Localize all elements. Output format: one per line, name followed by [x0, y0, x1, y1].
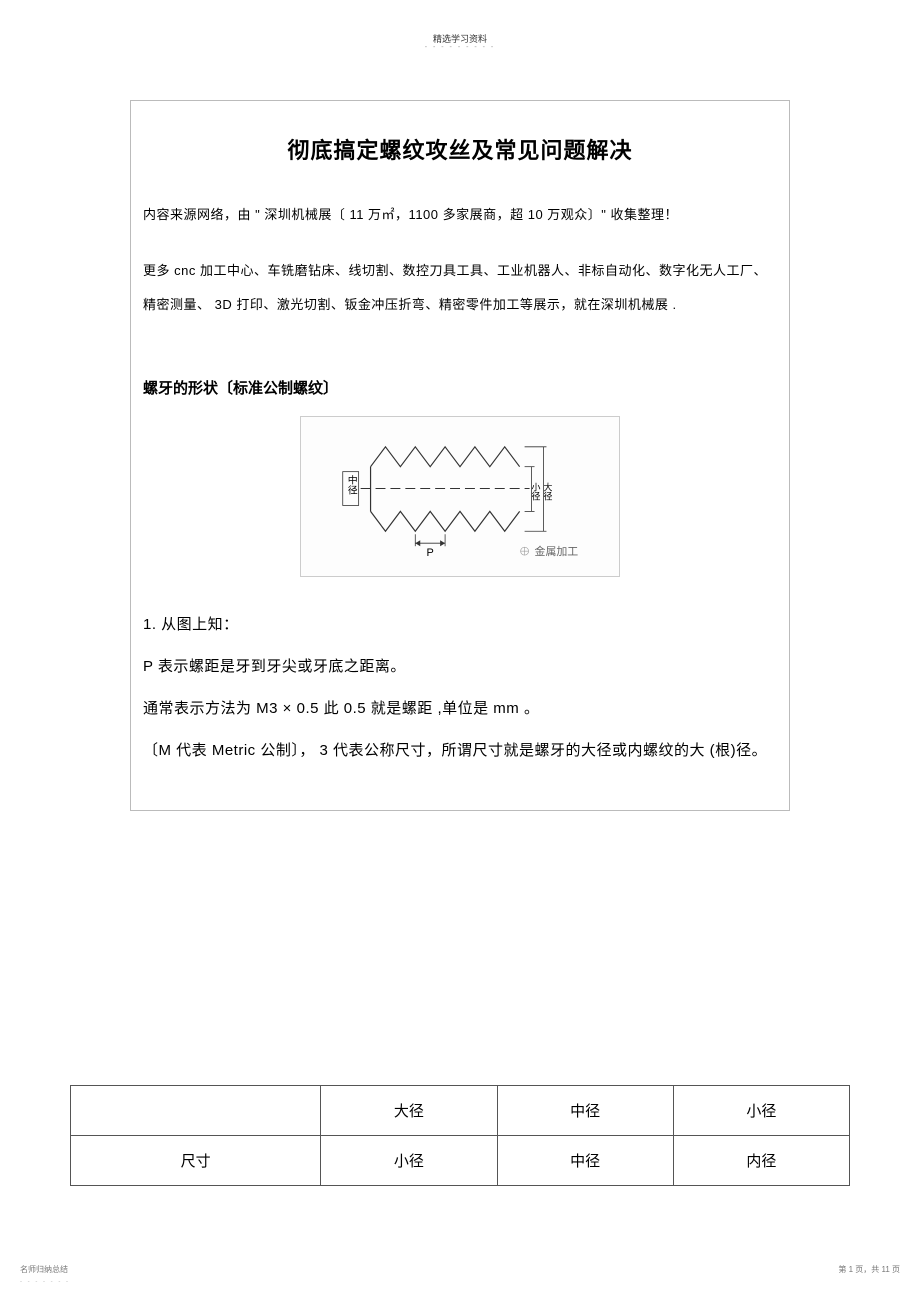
table-cell: 小径 — [673, 1086, 849, 1136]
body-p3: 通常表示方法为 M3 × 0.5 此 0.5 就是螺距 ,单位是 mm 。 — [143, 691, 777, 727]
page-title: 彻底搞定螺纹攻丝及常见问题解决 — [143, 133, 777, 165]
table-cell — [71, 1086, 321, 1136]
table-row: 大径 中径 小径 — [71, 1086, 850, 1136]
footer-dashes: - - - - - - - — [20, 1279, 70, 1285]
thread-top-profile — [371, 447, 520, 467]
table-cell: 尺寸 — [71, 1136, 321, 1186]
table-cell: 中径 — [497, 1136, 673, 1186]
paragraph-1: 更多 cnc 加工中心、车铣磨钻床、线切割、数控刀具工具、工业机器人、非标自动化… — [143, 254, 777, 322]
watermark-text: 金属加工 — [535, 544, 579, 558]
thread-diagram: 中径 小径 大径 P 金属加工 — [300, 416, 620, 577]
body-p1: 1. 从图上知： — [143, 607, 777, 643]
right-label-big: 大径 — [542, 481, 552, 500]
dimension-table: 大径 中径 小径 尺寸 小径 中径 内径 — [70, 1085, 850, 1186]
table-row: 尺寸 小径 中径 内径 — [71, 1136, 850, 1186]
p-arrow-left — [415, 540, 420, 546]
body-p4: 〔M 代表 Metric 公制〕， 3 代表公称尺寸，所谓尺寸就是螺牙的大径或内… — [143, 733, 777, 769]
body-text: 1. 从图上知： P 表示螺距是牙到牙尖或牙底之距离。 通常表示方法为 M3 ×… — [143, 607, 777, 769]
content-box: 彻底搞定螺纹攻丝及常见问题解决 内容来源网络，由 " 深圳机械展〔 11 万㎡，… — [130, 100, 790, 811]
p-label: P — [427, 547, 434, 559]
table-cell: 内径 — [673, 1136, 849, 1186]
thread-bottom-profile — [371, 511, 520, 531]
p-arrow-right — [440, 540, 445, 546]
table-cell: 大径 — [321, 1086, 497, 1136]
footer-left: 名师归纳总结 — [20, 1264, 68, 1275]
header-dashes: - - - - - - - - - — [425, 44, 496, 51]
table-cell: 小径 — [321, 1136, 497, 1186]
intro-text: 内容来源网络，由 " 深圳机械展〔 11 万㎡，1100 多家展商，超 10 万… — [143, 203, 777, 226]
section-heading: 螺牙的形状〔标准公制螺纹〕 — [143, 377, 777, 398]
left-label-text: 中径 — [345, 473, 357, 494]
thread-diagram-svg: 中径 小径 大径 P 金属加工 — [301, 417, 619, 576]
right-label-small: 小径 — [531, 482, 541, 500]
body-p2: P 表示螺距是牙到牙尖或牙底之距离。 — [143, 649, 777, 685]
footer-right: 第 1 页，共 11 页 — [838, 1264, 900, 1275]
table-cell: 中径 — [497, 1086, 673, 1136]
